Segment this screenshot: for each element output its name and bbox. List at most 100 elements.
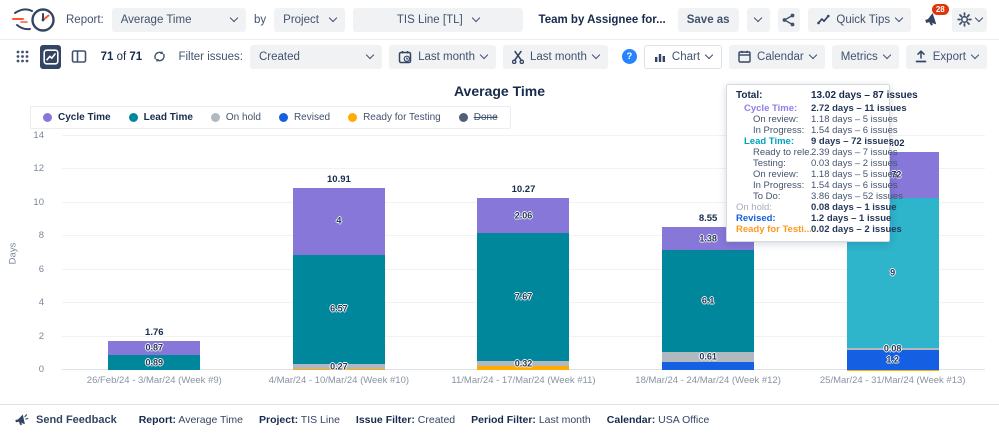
issue-count-total: 71 bbox=[129, 50, 143, 63]
y-tick-label: 0 bbox=[38, 364, 44, 375]
bar-segment-lead-time[interactable]: 0.89 bbox=[108, 355, 201, 370]
notification-count-badge: 28 bbox=[931, 3, 949, 16]
project-select[interactable]: TIS Line [TL] bbox=[353, 7, 523, 32]
tooltip-label: Total: bbox=[736, 90, 763, 101]
report-select[interactable]: Average Time bbox=[111, 7, 246, 32]
issue-filter-value: Created bbox=[259, 50, 300, 63]
footer-item-issue-filter: Issue Filter: Created bbox=[356, 414, 455, 426]
chevron-down-icon bbox=[970, 50, 980, 60]
export-menu-button[interactable]: Export bbox=[905, 44, 987, 69]
y-tick-label: 14 bbox=[33, 130, 44, 141]
by-label: by bbox=[254, 13, 267, 26]
save-as-button[interactable]: Save as bbox=[677, 7, 739, 32]
bar-segment-ready-for-testing[interactable] bbox=[292, 368, 385, 370]
legend-item-ready-for-testing[interactable]: Ready for Testing bbox=[348, 112, 441, 123]
tooltip-row: Revised: 1.2 days – 1 issue bbox=[735, 212, 891, 224]
megaphone-icon bbox=[923, 11, 940, 28]
tooltip-row: On review: 1.18 days – 5 issues bbox=[735, 114, 898, 125]
bar-segment-cycle-time[interactable]: 2.06 bbox=[477, 198, 570, 233]
footer-item-calendar: Calendar: USA Office bbox=[607, 414, 710, 426]
report-select-value: Average Time bbox=[120, 13, 192, 26]
legend-dot-icon bbox=[128, 113, 138, 122]
bar-segment-lead-time[interactable]: 7.67 bbox=[477, 232, 570, 361]
bar-segment-revised[interactable] bbox=[662, 362, 755, 370]
bar-segment-on-hold[interactable]: 0.61 bbox=[662, 352, 755, 363]
trim-period-select[interactable]: Last month bbox=[502, 44, 608, 69]
chevron-down-icon bbox=[471, 13, 480, 23]
refresh-icon bbox=[153, 50, 166, 63]
tooltip-row: Cycle Time: 2.72 days – 11 issues bbox=[735, 102, 907, 114]
bar-segment-on-hold[interactable]: 0.32 bbox=[477, 359, 570, 368]
board-view-button[interactable] bbox=[68, 45, 89, 69]
bar-18-mar-24-24-mar-24-week-12[interactable]: 0.61 6.1 1.38 8.55 bbox=[662, 213, 755, 370]
legend-item-done[interactable]: Done bbox=[458, 112, 498, 123]
segment-value-label: 2.06 bbox=[514, 210, 533, 221]
footer-item-value: TIS Line bbox=[298, 413, 340, 426]
share-button[interactable] bbox=[777, 7, 801, 32]
tooltip-row: On review: 1.18 days – 5 issues bbox=[735, 168, 898, 180]
x-axis-label: 18/Mar/24 - 24/Mar/24 (Week #12) bbox=[635, 375, 781, 386]
calendar-menu-button[interactable]: Calendar bbox=[729, 44, 825, 69]
legend-item-on-hold[interactable]: On hold bbox=[210, 112, 261, 123]
footer-item-label: Period Filter: bbox=[471, 413, 536, 426]
chart-view-button[interactable] bbox=[40, 44, 62, 69]
settings-button[interactable] bbox=[951, 7, 987, 32]
legend-item-revised[interactable]: Revised bbox=[278, 112, 331, 123]
bar-segment-cycle-time[interactable]: 4 bbox=[292, 187, 385, 255]
legend-label: Ready for Testing bbox=[363, 112, 441, 123]
share-icon bbox=[782, 13, 795, 27]
tooltip-label: Cycle Time: bbox=[744, 102, 798, 114]
bar-segment-on-hold[interactable]: 0.08 bbox=[846, 344, 939, 353]
tooltip-value: 1.18 days – 5 issues bbox=[811, 113, 898, 125]
y-tick-label: 12 bbox=[33, 163, 44, 175]
legend-item-lead-time[interactable]: Lead Time bbox=[128, 112, 193, 123]
bar-25-mar-24-31-mar-24-week-13[interactable]: 1.2 0.08 9 2.72 13.02 bbox=[846, 138, 939, 370]
legend-label: Revised bbox=[293, 112, 331, 123]
bar-segment-on-hold[interactable]: 0.27 bbox=[292, 362, 385, 371]
footer-item-value: Last month bbox=[535, 413, 591, 426]
grid-view-button[interactable] bbox=[12, 45, 33, 69]
group-by-value: Project bbox=[283, 13, 319, 26]
bar-segment-revised[interactable]: 1.2 bbox=[846, 349, 939, 370]
notifications-button[interactable]: 28 bbox=[919, 3, 949, 33]
bar-segment-ready-for-testing[interactable] bbox=[477, 366, 570, 370]
help-button[interactable]: ? bbox=[621, 49, 637, 64]
segment-value-label: 0.87 bbox=[145, 342, 164, 353]
tooltip-value: 0.03 days – 2 issues bbox=[811, 157, 898, 169]
bar-4-mar-24-10-mar-24-week-10[interactable]: 0.27 6.57 4 10.91 bbox=[292, 174, 385, 371]
chart-menu-button[interactable]: Chart bbox=[643, 44, 723, 69]
metrics-menu-button[interactable]: Metrics bbox=[831, 44, 899, 69]
tooltip-label: Ready to rele... bbox=[753, 146, 811, 158]
tooltip-label: In Progress: bbox=[753, 179, 805, 191]
tooltip-row: Ready for Testi... 0.02 days – 2 issues bbox=[735, 224, 902, 235]
chevron-down-icon bbox=[894, 13, 904, 23]
bar-segment-lead-time[interactable]: 6.1 bbox=[662, 250, 755, 353]
quick-tips-button[interactable]: Quick Tips bbox=[808, 7, 912, 32]
bar-slot: 0.89 0.87 1.76 bbox=[62, 136, 247, 370]
y-tick-label: 2 bbox=[38, 330, 44, 342]
send-feedback-button[interactable]: Send Feedback bbox=[14, 413, 117, 427]
bar-segment-lead-time[interactable]: 6.57 bbox=[292, 254, 385, 365]
refresh-button[interactable] bbox=[151, 45, 167, 69]
issue-filter-select[interactable]: Created bbox=[250, 44, 383, 69]
segment-value-label: 6.1 bbox=[701, 295, 715, 306]
calendar-icon bbox=[738, 50, 751, 63]
tooltip-label: On hold: bbox=[736, 201, 772, 213]
save-as-dropdown-button[interactable] bbox=[746, 7, 770, 32]
legend-item-cycle-time[interactable]: Cycle Time bbox=[43, 112, 111, 123]
tooltip-row: On hold: 0.08 days – 1 issue bbox=[735, 201, 897, 213]
tooltip-label: On review: bbox=[753, 168, 799, 180]
bar-11-mar-24-17-mar-24-week-11[interactable]: 0.32 7.67 2.06 10.27 bbox=[477, 184, 570, 370]
bar-segment-cycle-time[interactable]: 0.87 bbox=[108, 340, 201, 356]
period-filter-select[interactable]: Last month bbox=[389, 44, 496, 69]
tooltip-label: Revised: bbox=[736, 212, 776, 224]
chevron-down-icon bbox=[479, 50, 489, 60]
line-chart-icon bbox=[43, 48, 59, 65]
tooltip-value: 0.08 days – 1 issue bbox=[811, 201, 897, 213]
tooltip-row: In Progress: 1.54 days – 6 issues bbox=[735, 125, 898, 136]
tooltip-row: To Do: 3.86 days – 52 issues bbox=[735, 191, 903, 202]
tooltip-row: Total: 13.02 days – 87 issues bbox=[735, 90, 918, 103]
tooltip-label: Testing: bbox=[753, 157, 786, 169]
bar-26-feb-24-3-mar-24-week-9[interactable]: 0.89 0.87 1.76 bbox=[108, 327, 201, 370]
group-by-select[interactable]: Project bbox=[274, 7, 346, 32]
